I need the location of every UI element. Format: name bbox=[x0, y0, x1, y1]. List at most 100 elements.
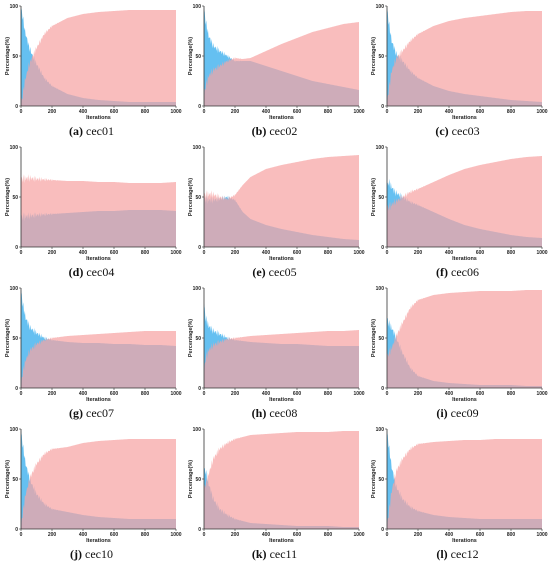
y-tick-label: 0 bbox=[198, 527, 201, 533]
panel-caption-letter: (i) bbox=[436, 406, 448, 420]
chart-svg: 0 200 400 600 800 1000 0 50 100 Iterations Percent… bbox=[188, 145, 365, 262]
x-tick-label: 600 bbox=[476, 250, 485, 256]
chart-panel-cec10: 0 200 400 600 800 1000 0 50 100 Iterations Percent… bbox=[0, 423, 183, 564]
x-tick-label: 800 bbox=[141, 250, 150, 256]
y-tick-label: 0 bbox=[15, 386, 18, 392]
panel-caption: (i) cec09 bbox=[366, 406, 549, 421]
x-tick-label: 200 bbox=[231, 391, 240, 397]
y-tick-label: 50 bbox=[12, 477, 18, 483]
panel-caption-name: cec10 bbox=[82, 547, 113, 561]
series-exploitation-area bbox=[387, 156, 542, 247]
x-tick-label: 800 bbox=[507, 391, 516, 397]
x-tick-label: 200 bbox=[48, 532, 57, 538]
series-exploitation-area bbox=[204, 330, 359, 388]
panel-caption-letter: (f) bbox=[436, 265, 448, 279]
y-axis-label: Percentage(%) bbox=[188, 460, 194, 498]
y-tick-label: 0 bbox=[381, 104, 384, 110]
x-tick-label: 1000 bbox=[536, 109, 547, 115]
panel-caption-letter: (d) bbox=[68, 265, 84, 279]
y-tick-label: 100 bbox=[193, 427, 202, 433]
x-tick-label: 200 bbox=[48, 109, 57, 115]
x-axis-label: Iterations bbox=[452, 397, 477, 403]
chart-panel-cec08: 0 200 400 600 800 1000 0 50 100 Iterations Percent… bbox=[183, 282, 366, 423]
x-tick-label: 1000 bbox=[353, 250, 364, 256]
x-tick-label: 200 bbox=[414, 532, 423, 538]
y-tick-label: 50 bbox=[12, 195, 18, 201]
panel-caption-letter: (b) bbox=[251, 124, 267, 138]
y-tick-label: 0 bbox=[381, 386, 384, 392]
panel-caption-letter: (a) bbox=[69, 124, 83, 138]
panel-caption: (c) cec03 bbox=[366, 124, 549, 139]
panel-caption: (j) cec10 bbox=[0, 547, 183, 562]
y-tick-label: 50 bbox=[195, 54, 201, 60]
panel-caption: (a) cec01 bbox=[0, 124, 183, 139]
chart-svg: 0 200 400 600 800 1000 0 50 100 Iterations Percent… bbox=[371, 145, 548, 262]
chart-panel-cec02: 0 200 400 600 800 1000 0 50 100 Iterations Percent… bbox=[183, 0, 366, 141]
x-tick-label: 400 bbox=[445, 109, 454, 115]
x-tick-label: 1000 bbox=[353, 109, 364, 115]
panel-caption: (g) cec07 bbox=[0, 406, 183, 421]
y-tick-label: 100 bbox=[193, 4, 202, 10]
y-tick-label: 50 bbox=[378, 54, 384, 60]
y-axis-label: Percentage(%) bbox=[371, 460, 377, 498]
y-tick-label: 100 bbox=[10, 4, 19, 10]
x-tick-label: 400 bbox=[262, 391, 271, 397]
x-axis-label: Iterations bbox=[269, 538, 294, 544]
x-tick-label: 600 bbox=[476, 109, 485, 115]
x-axis-label: Iterations bbox=[452, 538, 477, 544]
panel-caption-letter: (l) bbox=[436, 547, 448, 561]
series-exploitation-area bbox=[21, 174, 176, 247]
x-tick-label: 400 bbox=[445, 532, 454, 538]
x-tick-label: 800 bbox=[507, 532, 516, 538]
x-tick-label: 600 bbox=[293, 250, 302, 256]
series-exploitation-area bbox=[21, 439, 176, 529]
x-tick-label: 400 bbox=[262, 250, 271, 256]
panel-caption-name: cec05 bbox=[265, 265, 297, 279]
chart-svg: 0 200 400 600 800 1000 0 50 100 Iterations Percent… bbox=[5, 286, 182, 403]
y-tick-label: 50 bbox=[378, 195, 384, 201]
x-tick-label: 800 bbox=[141, 109, 150, 115]
x-tick-label: 0 bbox=[20, 109, 23, 115]
panel-caption-name: cec07 bbox=[83, 406, 114, 420]
x-tick-label: 1000 bbox=[170, 532, 181, 538]
x-axis-label: Iterations bbox=[269, 397, 294, 403]
chart-svg: 0 200 400 600 800 1000 0 50 100 Iterations Percent… bbox=[188, 4, 365, 121]
panel-caption-letter: (k) bbox=[251, 547, 267, 561]
x-tick-label: 0 bbox=[203, 250, 206, 256]
x-tick-label: 200 bbox=[414, 391, 423, 397]
y-tick-label: 50 bbox=[195, 477, 201, 483]
chart-svg: 0 200 400 600 800 1000 0 50 100 Iterations Percent… bbox=[5, 4, 182, 121]
panel-caption-letter: (c) bbox=[435, 124, 449, 138]
y-tick-label: 100 bbox=[10, 286, 19, 292]
x-tick-label: 0 bbox=[20, 532, 23, 538]
x-tick-label: 1000 bbox=[536, 391, 547, 397]
panel-caption: (l) cec12 bbox=[366, 547, 549, 562]
x-tick-label: 400 bbox=[79, 250, 88, 256]
chart-panel-cec09: 0 200 400 600 800 1000 0 50 100 Iterations Percent… bbox=[366, 282, 549, 423]
x-tick-label: 800 bbox=[324, 532, 333, 538]
chart-panel-cec06: 0 200 400 600 800 1000 0 50 100 Iterations Percent… bbox=[366, 141, 549, 282]
panel-caption-name: cec08 bbox=[266, 406, 298, 420]
x-axis-label: Iterations bbox=[452, 256, 477, 262]
x-tick-label: 600 bbox=[476, 532, 485, 538]
x-tick-label: 1000 bbox=[170, 391, 181, 397]
panel-caption-name: cec01 bbox=[83, 124, 114, 138]
x-tick-label: 800 bbox=[141, 391, 150, 397]
x-tick-label: 0 bbox=[386, 109, 389, 115]
chart-panel-cec04: 0 200 400 600 800 1000 0 50 100 Iterations Percent… bbox=[0, 141, 183, 282]
x-tick-label: 400 bbox=[262, 109, 271, 115]
x-tick-label: 600 bbox=[293, 109, 302, 115]
y-tick-label: 100 bbox=[10, 427, 19, 433]
x-axis-label: Iterations bbox=[86, 397, 111, 403]
chart-svg: 0 200 400 600 800 1000 0 50 100 Iterations Percent… bbox=[188, 286, 365, 403]
series-exploitation-area bbox=[204, 155, 359, 247]
x-tick-label: 600 bbox=[110, 109, 119, 115]
y-axis-label: Percentage(%) bbox=[371, 37, 377, 75]
x-tick-label: 1000 bbox=[353, 532, 364, 538]
chart-svg: 0 200 400 600 800 1000 0 50 100 Iterations Percent… bbox=[371, 286, 548, 403]
y-tick-label: 50 bbox=[378, 477, 384, 483]
panel-caption-name: cec12 bbox=[447, 547, 479, 561]
panel-caption: (f) cec06 bbox=[366, 265, 549, 280]
x-tick-label: 800 bbox=[324, 250, 333, 256]
